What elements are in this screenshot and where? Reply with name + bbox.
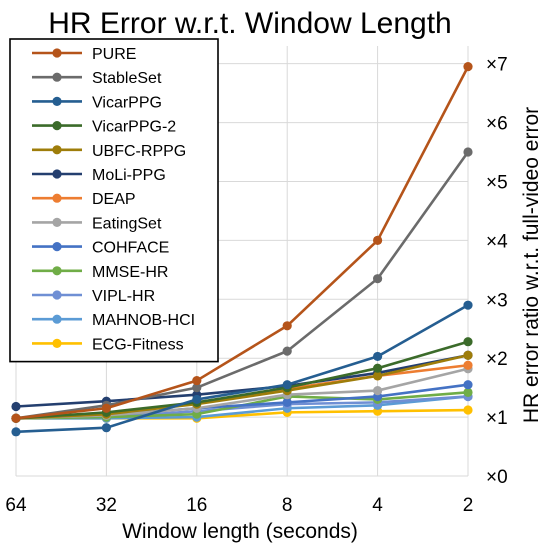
legend-swatch-marker (52, 48, 62, 58)
x-tick-label: 64 (5, 495, 27, 516)
data-point (463, 350, 473, 360)
legend-item: PURE (32, 46, 136, 63)
x-axis-label: Window length (seconds) (122, 520, 358, 543)
series-line (15, 353, 469, 420)
legend-label: MAHNOB-HCI (92, 312, 195, 329)
y-tick-label: ×1 (486, 408, 508, 429)
series-layer (11, 62, 473, 437)
x-tick-label: 2 (463, 495, 474, 516)
series-vicarppg (11, 300, 473, 437)
legend-item: MAHNOB-HCI (32, 312, 195, 329)
legend-item: ECG-Fitness (32, 336, 184, 353)
data-point (282, 321, 292, 331)
data-point (463, 300, 473, 310)
legend-label: UBFC-RPPG (92, 143, 186, 160)
series-line (15, 151, 470, 420)
legend-label: VIPL-HR (92, 288, 155, 305)
series-pure (11, 62, 473, 423)
data-point (192, 375, 202, 386)
data-point (373, 371, 383, 381)
y-tick-label: ×7 (486, 55, 508, 76)
legend-swatch-marker (52, 290, 62, 300)
legend-item: EatingSet (32, 215, 162, 232)
data-point (373, 274, 383, 284)
legend-label: ECG-Fitness (92, 336, 184, 353)
legend-swatch-marker (52, 193, 62, 203)
legend-swatch-marker (52, 314, 62, 324)
legend-item: VicarPPG (32, 94, 162, 111)
y-axis-label: HR error ratio w.r.t. full-video error (520, 107, 543, 423)
legend-swatch-marker (52, 96, 62, 106)
data-point (463, 62, 473, 72)
data-point (101, 403, 111, 413)
series-line (15, 340, 469, 420)
data-point (192, 383, 202, 393)
data-point (192, 394, 202, 405)
data-point (373, 351, 383, 362)
y-tick-label: ×4 (486, 231, 508, 252)
legend-label: PURE (92, 46, 136, 63)
legend-item: StableSet (32, 70, 162, 87)
data-point (373, 235, 383, 245)
x-tick-label: 32 (96, 495, 117, 516)
data-point (463, 337, 473, 347)
legend-swatch-marker (52, 217, 62, 227)
series-line (15, 304, 469, 434)
legend-swatch-marker (52, 242, 62, 252)
legend-swatch-marker (52, 266, 62, 276)
legend: PURE StableSet VicarPPG VicarPPG-2 UBFC-RPPG… (9, 38, 219, 363)
x-tick-labels: 64 32 16 8 4 2 (5, 495, 473, 516)
legend-swatch-marker (52, 169, 62, 179)
legend-item: MoLi-PPG (32, 167, 166, 184)
data-point (282, 346, 292, 356)
legend-label: DEAP (92, 191, 136, 208)
legend-item: VIPL-HR (32, 288, 155, 305)
legend-label: VicarPPG (92, 94, 162, 111)
legend-item: MMSE-HR (32, 264, 168, 281)
x-tick-label: 4 (372, 495, 383, 516)
legend-label: MMSE-HR (92, 264, 168, 281)
data-point (373, 363, 383, 373)
chart-title: HR Error w.r.t. Window Length (48, 7, 451, 40)
data-point (463, 360, 473, 370)
legend-swatch-marker (52, 72, 62, 82)
data-point (373, 385, 383, 396)
y-tick-label: ×6 (486, 114, 508, 135)
y-tick-label: ×0 (486, 467, 508, 488)
series-line (15, 66, 470, 420)
legend-label: COHFACE (92, 240, 169, 257)
series-line (15, 353, 469, 408)
data-point (282, 380, 292, 390)
y-tick-label: ×3 (486, 290, 508, 311)
data-point (11, 413, 21, 423)
legend-label: StableSet (92, 70, 162, 87)
y-tick-label: ×5 (486, 172, 508, 193)
legend-item: VicarPPG-2 (32, 119, 176, 136)
legend-swatch-marker (52, 145, 62, 155)
legend-label: EatingSet (92, 215, 162, 232)
data-point (463, 387, 473, 397)
legend-swatch-marker (52, 338, 62, 348)
data-point (463, 405, 473, 415)
x-tick-label: 8 (282, 495, 293, 516)
data-point (282, 397, 292, 407)
legend-label: VicarPPG-2 (92, 119, 176, 136)
data-point (101, 423, 111, 433)
y-tick-label: ×2 (486, 349, 508, 370)
data-point (11, 427, 21, 437)
data-point (11, 401, 21, 412)
legend-item: COHFACE (32, 240, 169, 257)
x-tick-label: 16 (186, 495, 207, 516)
data-point (463, 147, 473, 157)
data-point (463, 380, 473, 390)
legend-item: DEAP (32, 191, 136, 208)
legend-box (9, 38, 219, 363)
legend-item: UBFC-RPPG (32, 143, 186, 160)
legend-label: MoLi-PPG (92, 167, 166, 184)
y-tick-labels: ×0 ×1 ×2 ×3 ×4 ×5 ×6 ×7 (486, 55, 508, 488)
legend-swatch-marker (52, 121, 62, 131)
